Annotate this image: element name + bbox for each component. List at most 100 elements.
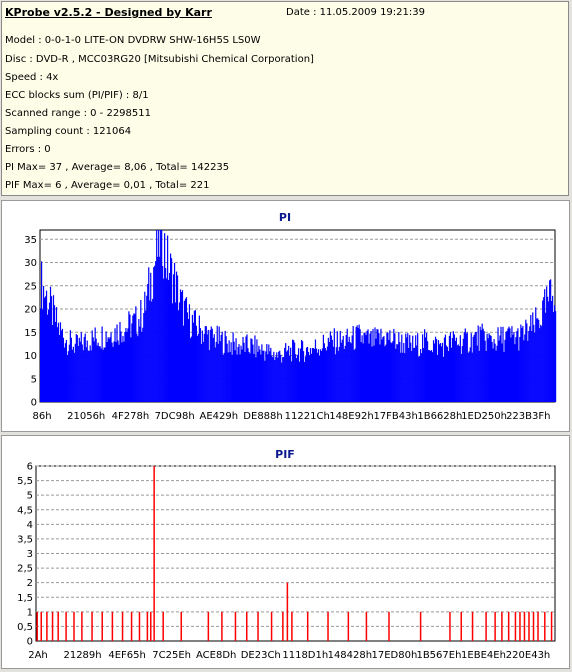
pi-bar	[397, 344, 399, 402]
pi-bar	[297, 354, 299, 402]
pi-bar	[406, 337, 408, 402]
pi-bar	[552, 295, 554, 402]
pi-bar	[157, 256, 159, 402]
pi-bar	[171, 303, 174, 402]
pi-bar	[539, 328, 541, 402]
pi-bar	[103, 347, 105, 402]
pi-bar	[128, 311, 130, 402]
pif-bar	[36, 611, 38, 641]
pi-bar	[340, 342, 342, 402]
pi-bar	[513, 331, 515, 402]
pi-bar	[479, 326, 481, 402]
pi-bar	[543, 297, 545, 402]
pi-chart-panel: PI 0 5 10 15 20 25 30 35 86h 21056h 4F278h 7DC98h A…	[1, 200, 570, 432]
pi-bar	[331, 339, 333, 402]
pif-x-tick-label: 148428h	[328, 650, 373, 661]
pi-bar	[512, 334, 514, 402]
pi-bar	[375, 338, 377, 402]
pi-bar	[137, 336, 139, 402]
pi-bar	[464, 328, 466, 402]
pi-bar	[97, 342, 99, 402]
pi-bar	[272, 357, 274, 402]
pi-bar	[549, 280, 551, 402]
pi-bar	[257, 351, 259, 402]
pi-bar	[458, 345, 460, 402]
pi-bar	[265, 351, 267, 402]
pi-bar	[535, 307, 537, 402]
pi-bar	[450, 347, 453, 402]
pi-chart: PI 0 5 10 15 20 25 30 35 86h 21056h 4F278h 7DC98h A…	[24, 211, 557, 422]
pi-bar	[465, 333, 467, 402]
pi-x-tick-label: 4F278h	[112, 411, 150, 422]
pi-bar	[346, 328, 348, 402]
pif-y-tick-label: 3	[27, 549, 33, 560]
pi-bar	[262, 350, 264, 402]
pi-bar	[395, 348, 397, 402]
pi-bar	[475, 331, 477, 402]
pi-bar	[47, 309, 50, 402]
pi-bar	[496, 345, 498, 402]
pi-bar	[70, 337, 72, 402]
pi-bar	[439, 343, 442, 402]
pi-bar	[284, 347, 286, 402]
pi-bar	[361, 335, 363, 402]
pi-x-tick-label: 11221Ch	[285, 411, 330, 422]
pi-bar	[238, 344, 240, 402]
pif-bar	[532, 611, 535, 641]
pi-bar	[444, 334, 447, 402]
pi-bar	[374, 327, 376, 402]
pi-bar	[426, 341, 429, 402]
pi-bar	[141, 331, 143, 402]
info-disc: Disc : DVD-R , MCC03RG20 [Mitsubishi Che…	[5, 54, 314, 65]
pif-x-tick-label: 220E43h	[506, 650, 550, 661]
pi-bar	[233, 341, 235, 402]
pi-bar	[495, 350, 497, 402]
pi-bar	[144, 291, 146, 402]
pi-bar	[339, 330, 341, 402]
pi-bar	[66, 355, 68, 402]
pi-bar	[214, 347, 216, 402]
pi-bar	[281, 362, 283, 402]
pi-bar	[143, 313, 145, 402]
pi-bar	[427, 350, 430, 402]
pi-bar	[287, 350, 289, 402]
pi-bar	[303, 361, 306, 402]
pi-bar	[188, 304, 191, 402]
pi-bar	[483, 331, 485, 402]
pi-bar	[443, 337, 446, 402]
pi-bar	[545, 312, 547, 402]
pi-bar	[516, 331, 518, 402]
info-pi-stats: PI Max= 37 , Average= 8,06 , Total= 1422…	[5, 162, 230, 173]
pi-bar	[342, 335, 344, 402]
pi-bar	[244, 351, 246, 402]
pif-bar	[327, 611, 329, 641]
pi-x-tick-label: 148E92h	[329, 411, 373, 422]
pi-bar	[324, 348, 326, 402]
pi-x-tick-label: 1B6628h	[417, 411, 462, 422]
pi-bar	[49, 286, 52, 402]
pi-bar	[534, 332, 536, 402]
pi-bar	[298, 361, 301, 402]
pi-bar	[491, 341, 493, 402]
pi-bar	[89, 345, 91, 402]
pi-bar	[396, 344, 398, 402]
pif-bar	[514, 611, 517, 641]
pi-bar	[553, 312, 555, 402]
pi-bar	[152, 298, 154, 402]
pi-bar	[230, 342, 232, 402]
pif-bar	[494, 611, 496, 641]
pi-bar	[276, 352, 278, 402]
pi-bar	[83, 336, 85, 402]
pi-bar	[235, 338, 237, 402]
pi-bar	[210, 326, 212, 402]
pi-bar	[369, 333, 371, 402]
pi-bar	[221, 331, 223, 402]
pi-bar	[250, 338, 252, 402]
pi-bar	[245, 336, 247, 402]
pi-bar	[441, 342, 444, 402]
pi-bar	[359, 329, 361, 402]
pi-bar	[122, 335, 124, 402]
pi-bar	[130, 337, 132, 402]
pi-bar	[40, 308, 42, 402]
pi-bar	[95, 338, 97, 402]
